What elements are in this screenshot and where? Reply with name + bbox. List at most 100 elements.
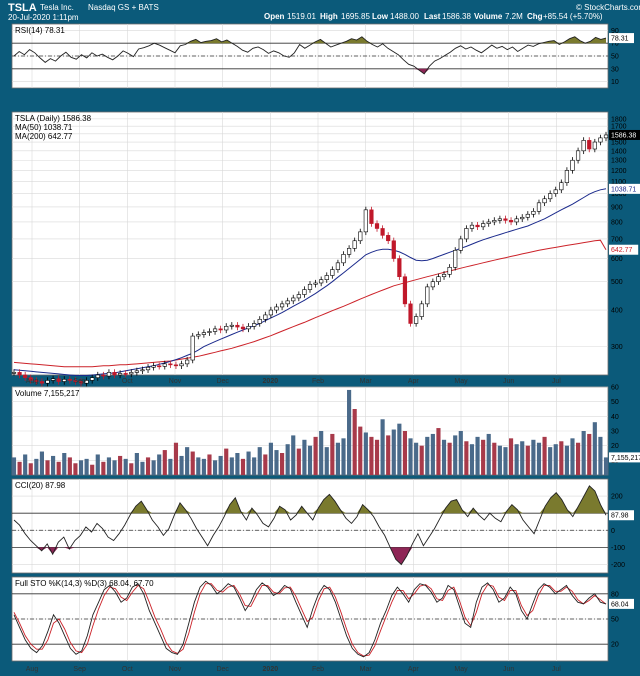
panel-0: 90 70 50 30 10 RSI(14) 78.31 78.31 (11, 23, 634, 89)
volume-bar (458, 431, 463, 475)
volume-bar (492, 442, 497, 475)
volume-bar (391, 429, 396, 475)
volume-bar (302, 439, 307, 475)
volume-bar (402, 431, 408, 475)
volume-bar (151, 460, 156, 475)
candle-body (475, 224, 480, 228)
header-high-value: 1695.85 (341, 12, 370, 21)
volume-bar (112, 460, 117, 475)
volume-bar (363, 432, 368, 475)
volume-bar (134, 453, 139, 475)
volume-last-tag: 7,155,217 (611, 455, 640, 462)
volume-bar (453, 435, 458, 475)
last-value-tag: 78.31 (611, 36, 629, 43)
candle-body (469, 224, 475, 229)
candle-body (503, 218, 508, 221)
y-tick-label: 200 (611, 494, 623, 501)
x-month-label: Sep (73, 666, 86, 673)
y-tick-label: 30 (611, 66, 619, 73)
volume-bar (246, 451, 251, 475)
volume-bar (430, 433, 435, 475)
candle-body (369, 209, 374, 224)
candle-body (408, 303, 413, 324)
header-volume-value: 7.2M (505, 12, 523, 21)
header-low-value: 1488.00 (390, 12, 419, 21)
volume-bar (190, 451, 195, 475)
candle-body (453, 250, 458, 268)
x-month-label: Mar (360, 378, 373, 385)
volume-bar (380, 419, 385, 475)
y-tick-label: 500 (611, 279, 623, 286)
header-company: Tesla Inc. (40, 3, 74, 12)
stoch-last-tag: 68.04 (611, 601, 629, 608)
volume-bar (307, 445, 313, 475)
volume-bar (374, 439, 380, 475)
volume-bar (447, 442, 452, 475)
candle-body (129, 372, 134, 375)
y-tick-label: 1800 (611, 116, 627, 123)
candle-body (118, 373, 123, 376)
volume-bar (324, 447, 329, 475)
volume-bar (140, 461, 145, 475)
candle-body (302, 289, 307, 295)
volume-bar (118, 455, 123, 475)
x-month-label: 2020 (263, 378, 279, 385)
candle-body (95, 374, 100, 378)
candle-body (268, 309, 274, 316)
candle-body (84, 380, 89, 384)
candle-body (67, 379, 72, 381)
candle-body (374, 223, 380, 229)
y-tick-label: 1000 (611, 191, 627, 198)
volume-bar (157, 454, 162, 475)
volume-bar (559, 441, 564, 475)
candle-body (380, 228, 385, 236)
candle-body (458, 238, 463, 251)
candle-body (11, 372, 17, 374)
panel-title: RSI(14) 78.31 (15, 26, 65, 35)
volume-bar (179, 455, 184, 475)
volume-bar (224, 448, 229, 475)
candle-body (196, 334, 201, 337)
panel-1: 1800170016001500140013001200110010009008… (11, 111, 640, 387)
candle-body (313, 282, 318, 285)
header-open-value: 1519.01 (287, 12, 316, 21)
ma200-tag: 642.77 (611, 247, 633, 254)
x-month-label: Oct (122, 666, 133, 673)
volume-bar (106, 457, 112, 475)
last-value-tag-bg (609, 510, 634, 521)
y-tick-label: 30 (611, 429, 619, 436)
candle-body (212, 328, 218, 332)
header-open-label: Open (264, 12, 285, 21)
panel-4: 80 50 20 Full STO %K(14,3) %D(3) 68.04, 67.… (11, 576, 634, 662)
chart-header: TSLA Tesla Inc. Nasdaq GS + BATS 20-Jul-… (8, 2, 640, 22)
volume-bar (419, 445, 424, 475)
candle-body (559, 182, 564, 191)
volume-bar (95, 454, 100, 475)
panel-title: Volume 7,155,217 (15, 389, 80, 398)
volume-bar (162, 450, 167, 475)
ma50-tag: 1038.71 (611, 186, 636, 193)
volume-bar (548, 447, 553, 475)
y-tick-label: 300 (611, 344, 623, 351)
header-watermark: © StockCharts.com (576, 3, 640, 12)
candle-body (252, 323, 257, 327)
candle-body (50, 378, 56, 381)
volume-bar (229, 457, 234, 475)
indicator-line (13, 485, 607, 566)
volume-bar (196, 457, 201, 475)
panel-title: TSLA (Daily) 1586.38 (15, 114, 92, 123)
header-symbol: TSLA (8, 2, 37, 14)
volume-bar (39, 451, 44, 475)
x-month-label: Jul (552, 378, 561, 385)
volume-bar (17, 461, 22, 475)
volume-bar (240, 458, 246, 475)
volume-bar (185, 447, 190, 475)
candle-body (185, 359, 190, 365)
x-month-label: Jun (503, 378, 514, 385)
candle-body (78, 381, 84, 384)
x-month-label: Jul (552, 666, 561, 673)
candle-body (464, 228, 469, 240)
candle-body (140, 369, 145, 372)
candle-body (508, 220, 514, 223)
